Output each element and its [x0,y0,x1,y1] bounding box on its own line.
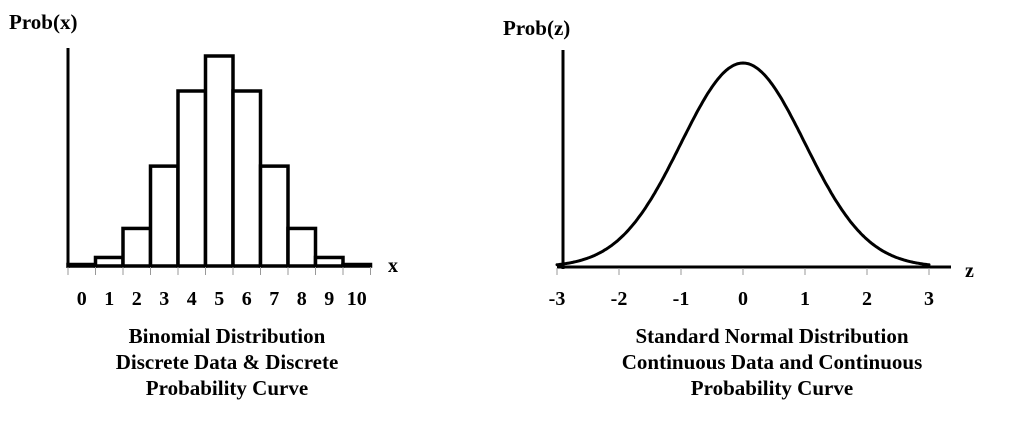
binomial-x-axis-label: x [388,255,398,277]
bar-5 [203,54,235,268]
binomial-tick-label-5: 5 [214,288,225,310]
normal-caption-line-2: Continuous Data and Continuous [621,350,923,374]
binomial-tick-label-7: 7 [269,288,280,310]
bar-2 [121,226,153,268]
binomial-tick-label-9: 9 [324,288,335,310]
normal-caption: Standard Normal Distribution Continuous … [622,323,923,401]
binomial-caption-line-3: Probability Curve [145,376,309,400]
normal-curve-plot [555,50,951,275]
binomial-tick-label-1: 1 [104,288,115,310]
normal-caption-line-3: Probability Curve [690,376,854,400]
normal-tick-label--3: -3 [548,288,566,310]
binomial-histogram [66,48,373,275]
normal-tick-label-1: 1 [800,288,810,310]
binomial-tick-label-4: 4 [186,288,197,310]
binomial-caption-line-2: Discrete Data & Discrete [115,350,339,374]
normal-chart-panel: Prob(z) z -3 -2 -1 0 1 2 3 Standard Normal Dis… [490,0,1024,431]
normal-caption-line-1: Standard Normal Distribution [635,324,909,348]
binomial-caption-line-1: Binomial Distribution [128,324,326,348]
binomial-tick-label-0: 0 [76,288,87,310]
binomial-bars [66,54,373,268]
normal-tick-label--1: -1 [672,288,690,310]
normal-tick-label-0: 0 [738,288,748,310]
normal-axes [556,50,951,275]
normal-curve [555,61,931,267]
binomial-caption: Binomial Distribution Discrete Data & Di… [116,323,339,401]
binomial-y-axis-label: Prob(x) [9,10,78,34]
bar-8 [286,226,318,268]
normal-y-axis-label: Prob(z) [503,16,571,40]
binomial-tick-label-6: 6 [241,288,252,310]
bar-6 [231,89,263,268]
normal-tick-label-3: 3 [924,288,934,310]
bar-3 [148,164,180,268]
binomial-tick-label-10: 10 [346,288,367,310]
binomial-tick-label-2: 2 [131,288,142,310]
normal-tick-label-2: 2 [862,288,872,310]
bar-4 [176,89,208,268]
bar-7 [258,164,290,268]
binomial-axes [66,48,371,275]
binomial-tick-label-3: 3 [159,288,170,310]
binomial-chart-panel: Prob(x) x 0 1 2 3 4 5 6 7 8 9 10 Binomial Distribu… [0,0,500,431]
normal-x-axis-label: z [965,260,974,282]
binomial-tick-label-8: 8 [296,288,307,310]
normal-tick-label--2: -2 [610,288,628,310]
